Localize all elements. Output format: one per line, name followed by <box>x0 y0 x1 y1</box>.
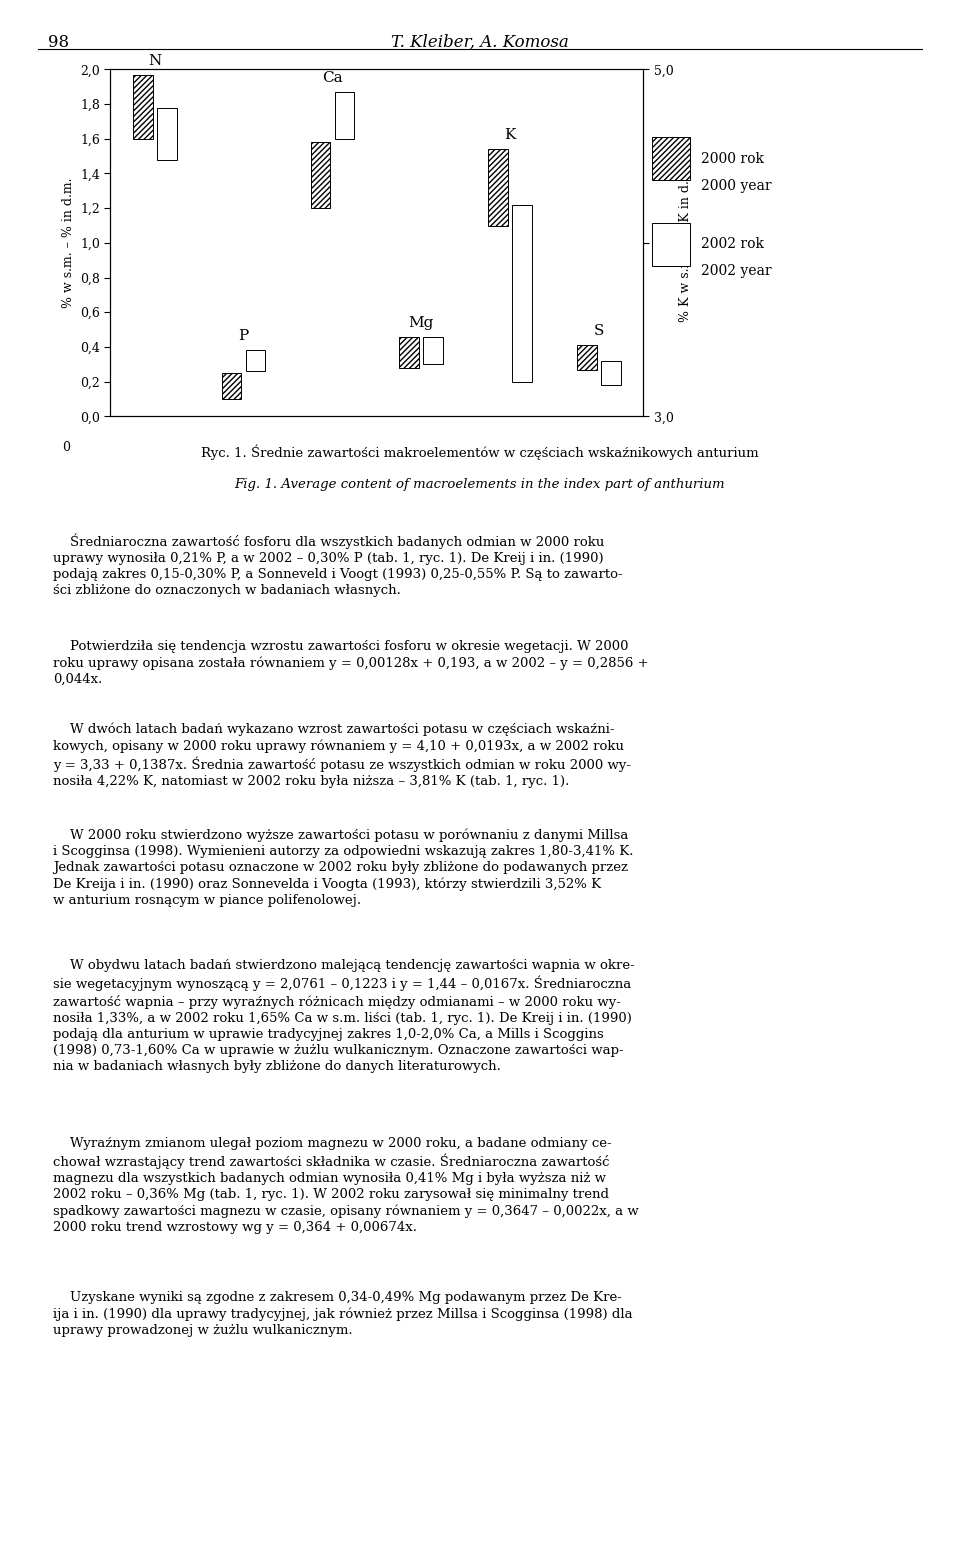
Text: 0: 0 <box>62 441 70 453</box>
Bar <box>222 373 241 399</box>
Text: W dwóch latach badań wykazano wzrost zawartości potasu w częściach wskaźni-
kowy: W dwóch latach badań wykazano wzrost zaw… <box>53 722 631 788</box>
Text: 98: 98 <box>48 34 69 51</box>
Text: 2000 year: 2000 year <box>701 179 772 193</box>
Text: N: N <box>148 54 161 68</box>
Bar <box>246 350 265 372</box>
Text: Wyraźnym zmianom ulegał poziom magnezu w 2000 roku, a badane odmiany ce-
chował : Wyraźnym zmianom ulegał poziom magnezu w… <box>53 1138 638 1234</box>
Text: Mg: Mg <box>409 316 434 330</box>
Bar <box>399 336 419 369</box>
Text: Ca: Ca <box>323 71 343 85</box>
Bar <box>133 74 153 139</box>
Text: 2002 year: 2002 year <box>701 264 772 279</box>
Text: P: P <box>238 330 249 344</box>
Text: 2000 rok: 2000 rok <box>701 151 764 165</box>
Bar <box>423 336 443 364</box>
Bar <box>489 150 508 225</box>
Text: T. Kleiber, A. Komosa: T. Kleiber, A. Komosa <box>391 34 569 51</box>
Bar <box>311 142 330 208</box>
Text: 2002 rok: 2002 rok <box>701 237 764 251</box>
Y-axis label: % K w s.m. – % K in d.m.: % K w s.m. – % K in d.m. <box>679 163 692 322</box>
Y-axis label: % w s.m. – % in d.m.: % w s.m. – % in d.m. <box>61 177 75 308</box>
Text: Uzyskane wyniki są zgodne z zakresem 0,34-0,49% Mg podawanym przez De Kre-
ija i: Uzyskane wyniki są zgodne z zakresem 0,3… <box>53 1292 633 1337</box>
Text: W obydwu latach badań stwierdzono malejącą tendencję zawartości wapnia w okre-
s: W obydwu latach badań stwierdzono maleją… <box>53 959 635 1073</box>
Text: Średniaroczna zawartość fosforu dla wszystkich badanych odmian w 2000 roku
upraw: Średniaroczna zawartość fosforu dla wszy… <box>53 534 622 597</box>
FancyBboxPatch shape <box>652 137 690 180</box>
Bar <box>601 361 620 386</box>
Text: Ryc. 1. Średnie zawartości makroelementów w częściach wskaźnikowych anturium: Ryc. 1. Średnie zawartości makroelementó… <box>202 444 758 460</box>
Text: K: K <box>504 128 516 142</box>
Text: W 2000 roku stwierdzono wyższe zawartości potasu w porównaniu z danymi Millsa
i : W 2000 roku stwierdzono wyższe zawartośc… <box>53 830 634 907</box>
Text: Fig. 1. Average content of macroelements in the index part of anthurium: Fig. 1. Average content of macroelements… <box>234 478 726 490</box>
Text: S: S <box>593 324 604 338</box>
FancyBboxPatch shape <box>652 224 690 265</box>
Bar <box>577 345 596 370</box>
Bar <box>335 93 354 139</box>
Bar <box>157 108 177 160</box>
Bar <box>513 205 532 382</box>
Text: Potwierdziła się tendencja wzrostu zawartości fosforu w okresie wegetacji. W 200: Potwierdziła się tendencja wzrostu zawar… <box>53 640 648 686</box>
